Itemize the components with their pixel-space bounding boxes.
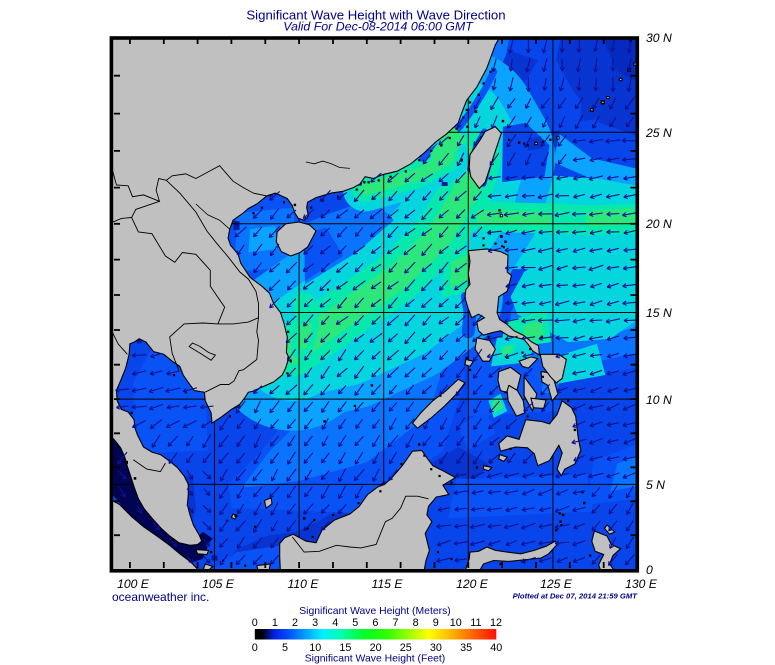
svg-text:25 N: 25 N xyxy=(645,126,672,140)
svg-text:100 E: 100 E xyxy=(117,577,150,591)
svg-text:105 E: 105 E xyxy=(202,577,235,591)
svg-text:0: 0 xyxy=(646,563,653,577)
svg-text:5 N: 5 N xyxy=(646,478,665,492)
svg-text:5: 5 xyxy=(352,617,358,629)
svg-text:Valid For Dec-08-2014 06:00 GM: Valid For Dec-08-2014 06:00 GMT xyxy=(283,20,474,34)
svg-text:6: 6 xyxy=(372,617,378,629)
svg-text:2: 2 xyxy=(292,617,298,629)
svg-text:oceanweather inc.: oceanweather inc. xyxy=(112,590,209,604)
svg-text:25: 25 xyxy=(400,642,412,654)
svg-text:Significant Wave Height with W: Significant Wave Height with Wave Direct… xyxy=(246,8,505,23)
svg-text:10 N: 10 N xyxy=(646,393,672,407)
svg-text:15: 15 xyxy=(339,642,351,654)
svg-text:20: 20 xyxy=(370,642,382,654)
svg-text:115 E: 115 E xyxy=(372,577,404,591)
svg-text:Significant Wave Height (Feet): Significant Wave Height (Feet) xyxy=(305,654,446,665)
svg-text:0: 0 xyxy=(252,642,258,654)
svg-text:5: 5 xyxy=(282,642,288,654)
svg-text:30 N: 30 N xyxy=(646,31,672,45)
svg-text:7: 7 xyxy=(392,617,398,629)
svg-text:12: 12 xyxy=(490,617,502,629)
svg-text:30: 30 xyxy=(430,642,442,654)
svg-text:3: 3 xyxy=(312,617,318,629)
svg-text:8: 8 xyxy=(413,617,419,629)
svg-text:20 N: 20 N xyxy=(645,217,672,231)
svg-text:0: 0 xyxy=(252,617,258,629)
svg-text:125 E: 125 E xyxy=(540,577,573,591)
svg-text:110 E: 110 E xyxy=(288,577,320,591)
svg-text:10: 10 xyxy=(450,617,462,629)
svg-text:Plotted at Dec 07, 2014 21:59: Plotted at Dec 07, 2014 21:59 GMT xyxy=(513,592,639,601)
svg-text:120 E: 120 E xyxy=(456,577,489,591)
svg-text:40: 40 xyxy=(490,642,502,654)
svg-text:9: 9 xyxy=(433,617,439,629)
svg-text:15 N: 15 N xyxy=(646,306,672,320)
svg-text:10: 10 xyxy=(309,642,321,654)
svg-text:4: 4 xyxy=(332,617,338,629)
svg-text:130 E: 130 E xyxy=(625,577,658,591)
svg-text:1: 1 xyxy=(272,617,278,629)
svg-text:Significant Wave Height (Meter: Significant Wave Height (Meters) xyxy=(299,606,451,617)
svg-text:11: 11 xyxy=(470,617,481,629)
svg-text:35: 35 xyxy=(460,642,472,654)
